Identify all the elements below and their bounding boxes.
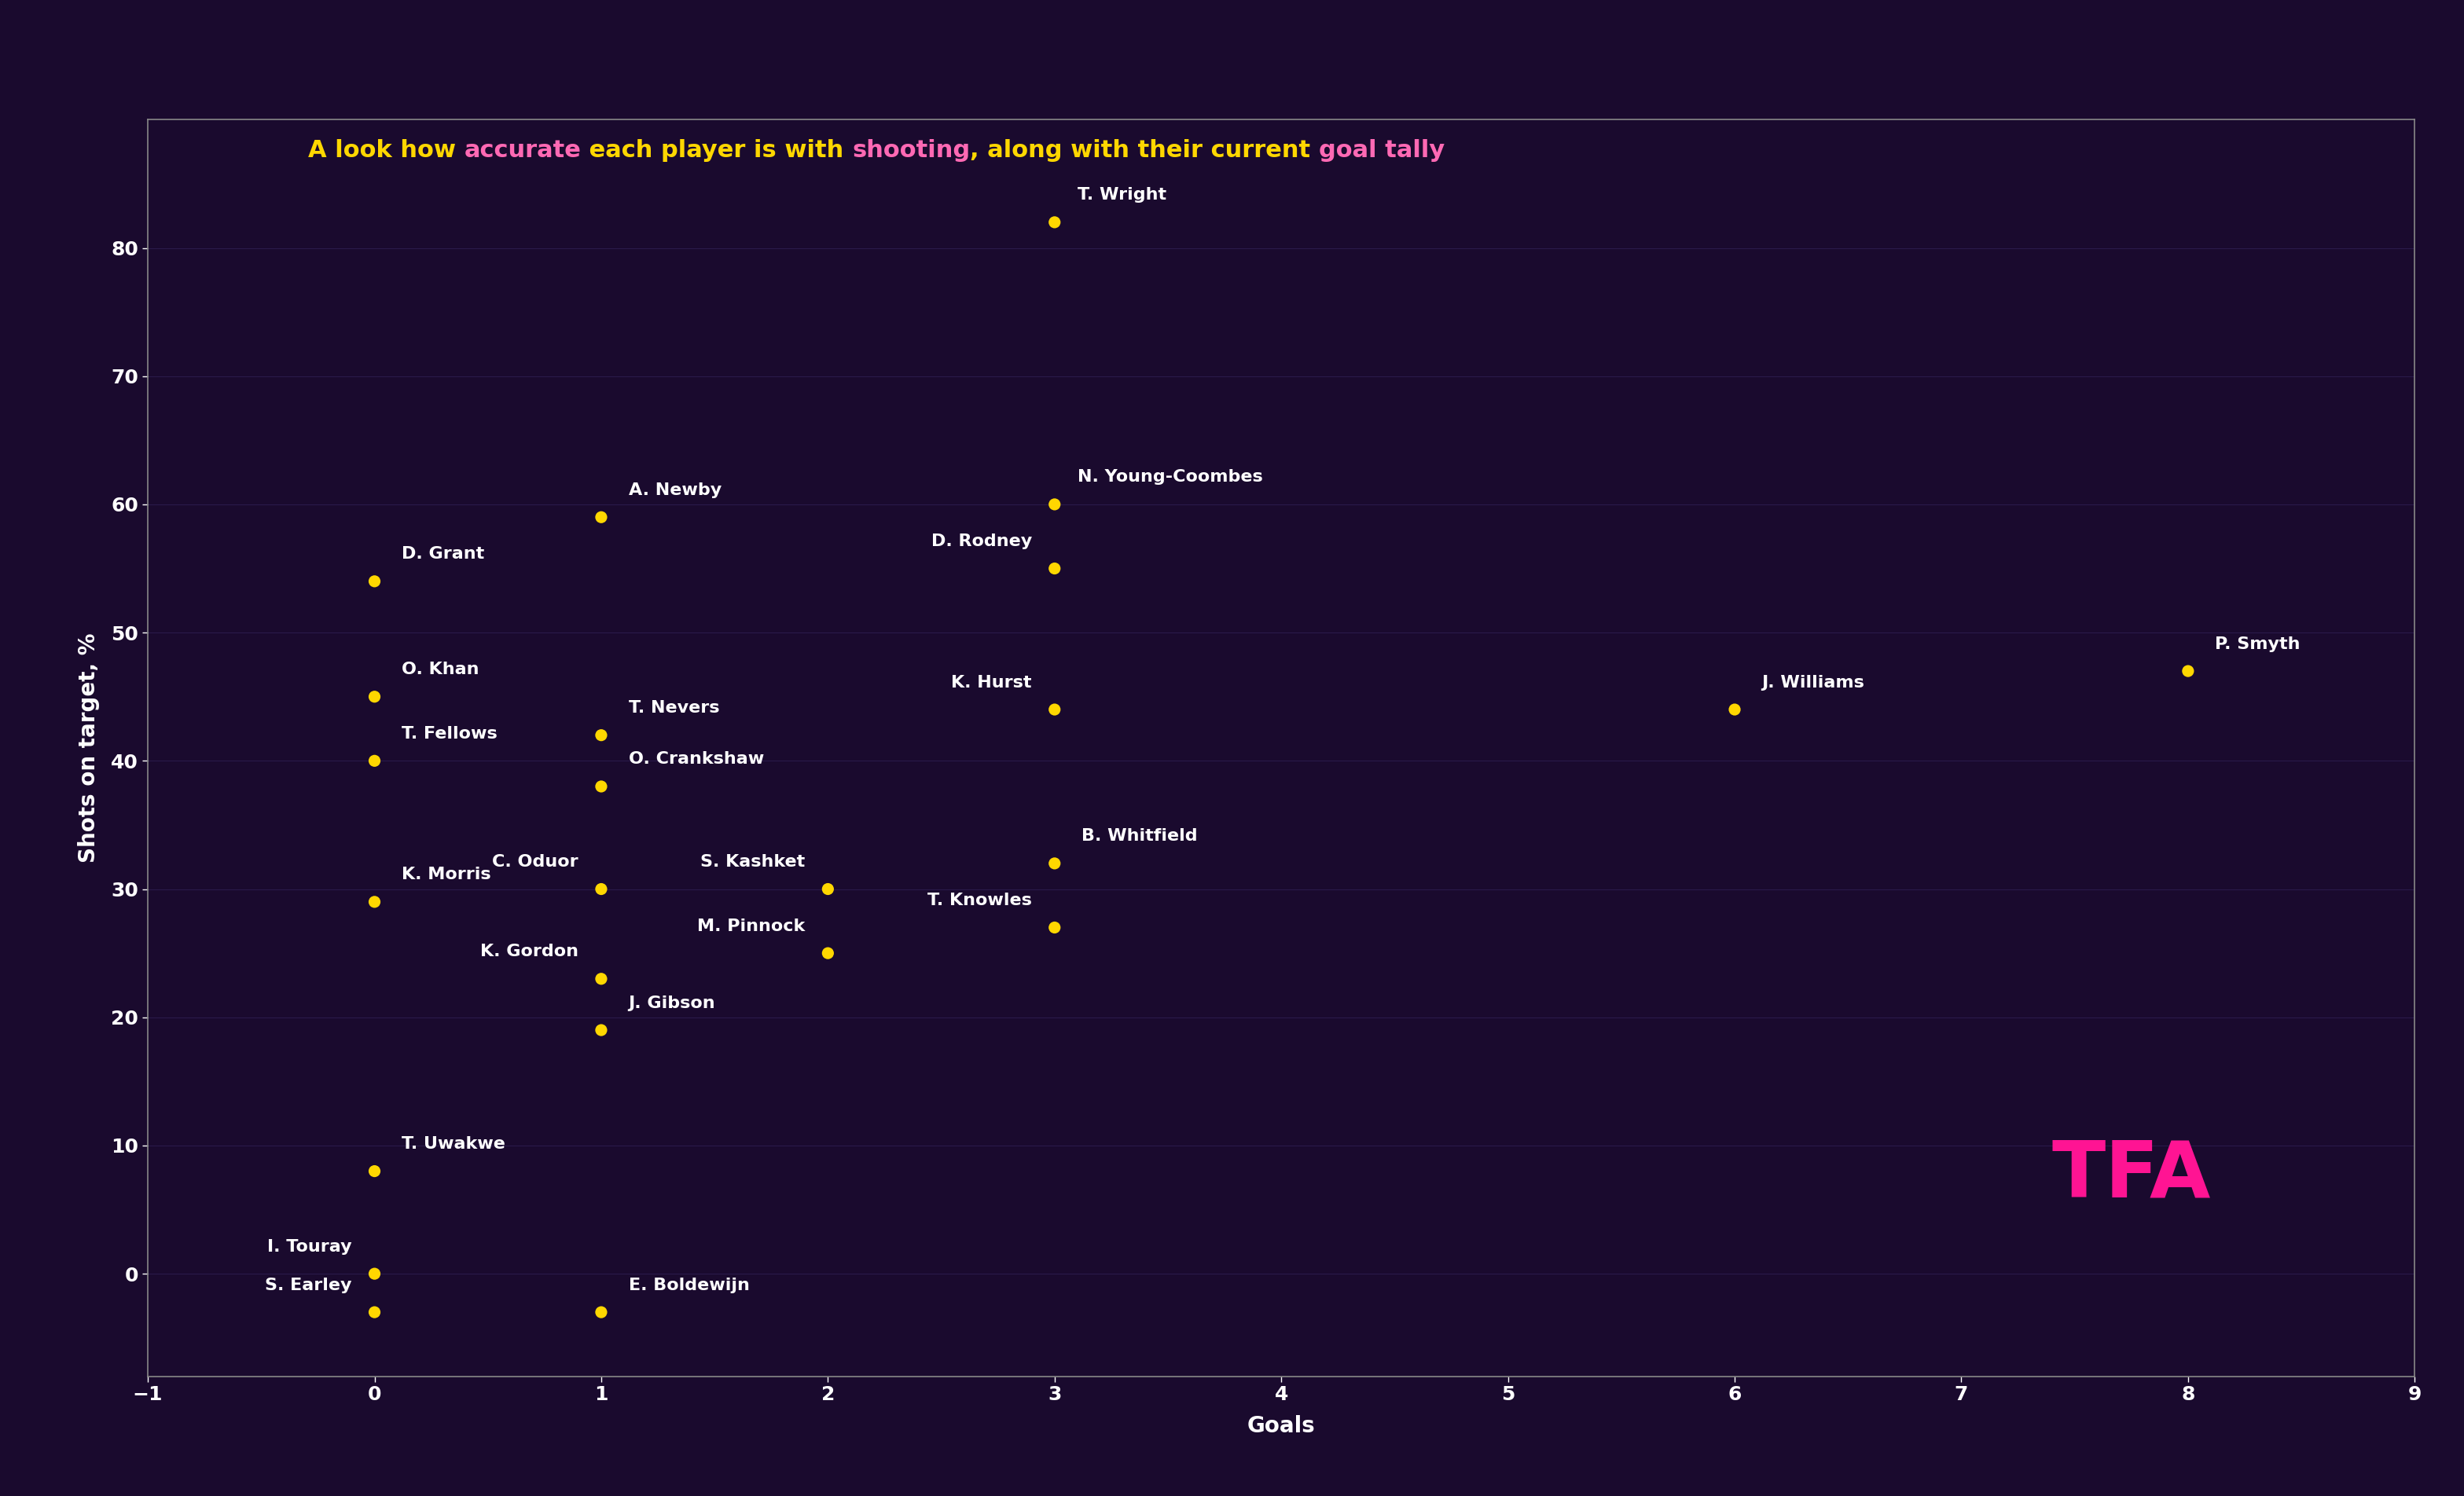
Text: J. Gibson: J. Gibson	[628, 995, 715, 1011]
Text: A look how: A look how	[308, 139, 463, 162]
Text: I. Touray: I. Touray	[266, 1239, 352, 1255]
Text: N. Young-Coombes: N. Young-Coombes	[1077, 470, 1262, 485]
Text: K. Hurst: K. Hurst	[951, 675, 1032, 690]
X-axis label: Goals: Goals	[1247, 1415, 1316, 1438]
Text: O. Crankshaw: O. Crankshaw	[628, 751, 764, 767]
Point	[582, 966, 621, 990]
Text: TFA: TFA	[2053, 1137, 2210, 1213]
Point	[355, 1159, 394, 1183]
Point	[582, 877, 621, 901]
Text: T. Nevers: T. Nevers	[628, 700, 719, 717]
Point	[582, 506, 621, 530]
Text: S. Kashket: S. Kashket	[700, 854, 806, 869]
Text: B. Whitfield: B. Whitfield	[1082, 829, 1198, 844]
Text: T. Uwakwe: T. Uwakwe	[402, 1135, 505, 1152]
Text: , along with their current: , along with their current	[971, 139, 1318, 162]
Text: O. Khan: O. Khan	[402, 661, 478, 678]
Text: S. Earley: S. Earley	[266, 1278, 352, 1293]
Y-axis label: Shots on target, %: Shots on target, %	[79, 633, 101, 863]
Point	[355, 890, 394, 914]
Text: accurate: accurate	[463, 139, 582, 162]
Point	[582, 775, 621, 799]
Point	[1035, 492, 1074, 516]
Text: D. Rodney: D. Rodney	[931, 534, 1032, 549]
Point	[355, 570, 394, 594]
Text: goal tally: goal tally	[1318, 139, 1444, 162]
Text: M. Pinnock: M. Pinnock	[697, 919, 806, 934]
Text: shooting: shooting	[853, 139, 971, 162]
Text: K. Gordon: K. Gordon	[480, 944, 579, 959]
Text: T. Wright: T. Wright	[1077, 187, 1165, 203]
Text: K. Morris: K. Morris	[402, 866, 490, 883]
Text: each player is with: each player is with	[582, 139, 853, 162]
Text: P. Smyth: P. Smyth	[2215, 636, 2301, 652]
Point	[1035, 916, 1074, 939]
Text: E. Boldewijn: E. Boldewijn	[628, 1278, 749, 1293]
Text: A. Newby: A. Newby	[628, 482, 722, 498]
Point	[355, 1300, 394, 1324]
Point	[2168, 660, 2208, 684]
Point	[582, 1019, 621, 1043]
Text: T. Fellows: T. Fellows	[402, 726, 498, 742]
Point	[1715, 697, 1754, 721]
Point	[1035, 211, 1074, 235]
Point	[1035, 557, 1074, 580]
Point	[355, 1261, 394, 1285]
Text: C. Oduor: C. Oduor	[493, 854, 579, 869]
Point	[808, 877, 848, 901]
Text: T. Knowles: T. Knowles	[926, 893, 1032, 908]
Point	[582, 1300, 621, 1324]
Point	[808, 941, 848, 965]
Text: J. Williams: J. Williams	[1762, 675, 1865, 690]
Point	[1035, 697, 1074, 721]
Text: D. Grant: D. Grant	[402, 546, 485, 562]
Point	[582, 723, 621, 747]
Point	[355, 749, 394, 773]
Point	[355, 685, 394, 709]
Point	[1035, 851, 1074, 875]
